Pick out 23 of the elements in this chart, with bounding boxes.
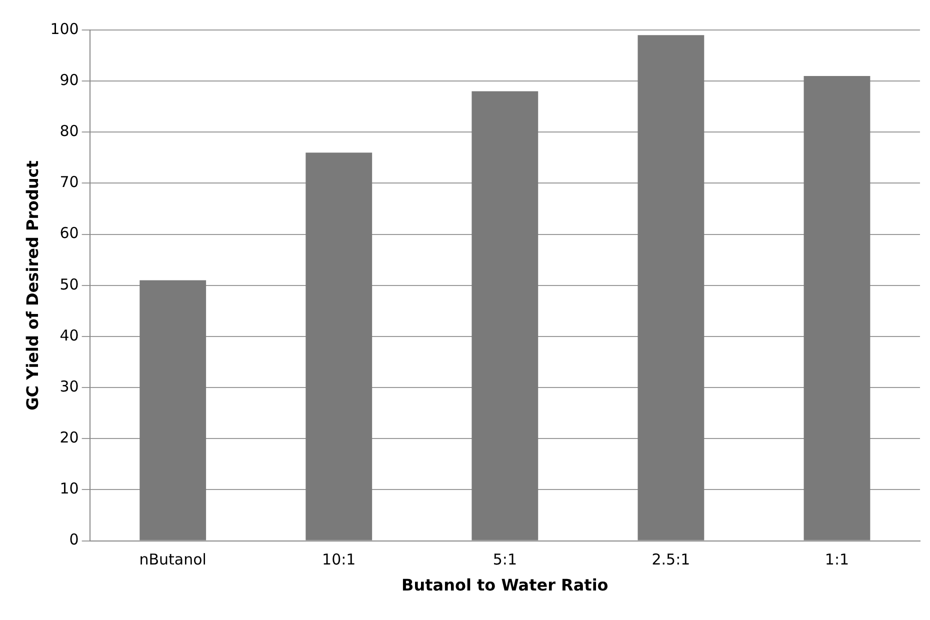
y-tick-label: 90 bbox=[60, 70, 79, 89]
x-tick-label: 1:1 bbox=[824, 550, 850, 569]
bar bbox=[638, 35, 704, 540]
y-tick-label: 0 bbox=[69, 530, 79, 549]
y-tick-label: 100 bbox=[50, 20, 79, 38]
y-tick-label: 40 bbox=[60, 326, 79, 344]
x-tick-label: 10:1 bbox=[322, 550, 356, 569]
bar bbox=[306, 152, 372, 540]
y-tick-label: 20 bbox=[60, 428, 79, 447]
x-tick-label: nButanol bbox=[139, 550, 206, 569]
bar bbox=[140, 280, 206, 540]
y-tick-label: 10 bbox=[60, 480, 79, 498]
x-axis-title: Butanol to Water Ratio bbox=[402, 576, 608, 595]
bar bbox=[472, 91, 538, 540]
y-tick-label: 30 bbox=[60, 377, 79, 396]
x-tick-label: 2.5:1 bbox=[652, 550, 690, 569]
y-tick-label: 80 bbox=[60, 122, 79, 140]
y-axis-title: GC Yield of Desired Product bbox=[22, 160, 42, 410]
bar bbox=[804, 76, 870, 540]
y-tick-label: 60 bbox=[60, 224, 79, 242]
y-tick-label: 70 bbox=[60, 173, 79, 192]
x-tick-label: 5:1 bbox=[492, 550, 517, 569]
y-tick-label: 50 bbox=[60, 275, 79, 294]
